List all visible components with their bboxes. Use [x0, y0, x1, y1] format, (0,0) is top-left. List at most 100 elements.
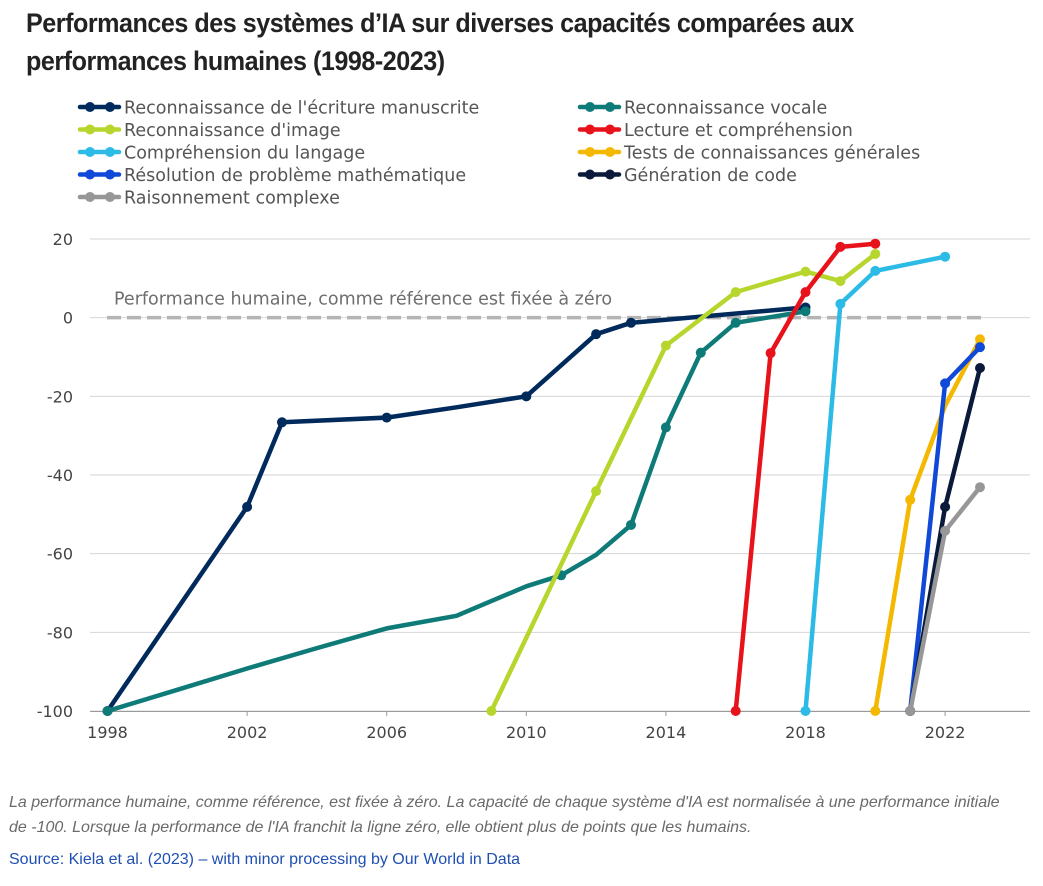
series-line	[105, 305, 808, 714]
data-point	[486, 706, 497, 716]
legend-label: Reconnaissance de l'écriture manuscrite	[124, 99, 479, 119]
series	[730, 238, 881, 716]
legend-marker	[585, 169, 595, 180]
chart-title-line-1: Performances des systèmes d’IA sur diver…	[26, 8, 854, 38]
legend-marker	[85, 192, 95, 202]
series	[102, 302, 811, 716]
data-point	[835, 276, 846, 287]
legend-item: Reconnaissance d'image	[77, 121, 341, 141]
x-tick-label: 2010	[506, 723, 547, 742]
data-point	[975, 482, 985, 493]
data-point	[870, 248, 881, 259]
series	[102, 306, 811, 716]
x-tick-label: 2006	[366, 723, 407, 742]
data-point	[940, 251, 951, 262]
legend-label: Résolution de problème mathématique	[124, 166, 466, 186]
legend-marker	[105, 169, 115, 180]
data-point	[800, 306, 811, 317]
series-line	[489, 251, 878, 714]
legend-item: Génération de code	[577, 166, 797, 186]
legend-marker	[85, 147, 95, 157]
legend-marker	[605, 169, 615, 180]
legend-marker	[85, 102, 95, 112]
legend-item: Compréhension du langage	[77, 144, 365, 164]
legend-marker	[585, 102, 595, 112]
legend-item: Résolution de problème mathématique	[77, 166, 466, 186]
series	[905, 482, 985, 716]
y-axis-ticks: -100 -80 -60 -40 -20 0 20	[37, 230, 73, 721]
legend-marker	[605, 147, 615, 157]
data-point	[730, 706, 741, 716]
x-tick-label: 2022	[925, 723, 966, 742]
data-point	[277, 417, 287, 428]
legend-marker	[85, 169, 95, 180]
chart-footnote-line-2: de -100. Lorsque la performance de l'IA …	[9, 819, 752, 836]
data-point	[870, 265, 881, 276]
x-tick-label: 2018	[785, 723, 826, 742]
data-point	[940, 378, 951, 389]
data-point	[905, 706, 916, 716]
data-point	[835, 241, 846, 252]
data-point	[626, 317, 636, 328]
data-point	[800, 266, 811, 277]
data-point	[975, 334, 985, 345]
series-line	[873, 337, 983, 714]
data-point	[730, 317, 741, 328]
data-point	[730, 287, 741, 298]
legend-marker	[585, 147, 595, 157]
legend-label: Lecture et compréhension	[624, 121, 853, 141]
legend-label: Génération de code	[624, 166, 797, 186]
chart-legend: Reconnaissance de l'écriture manuscrite R…	[77, 99, 920, 209]
y-tick-label: -80	[47, 623, 73, 642]
legend-item: Lecture et compréhension	[577, 121, 853, 141]
data-point	[102, 706, 113, 716]
reference-line-label: Performance humaine, comme référence est…	[114, 290, 612, 310]
y-tick-label: -20	[47, 387, 73, 406]
data-point	[695, 347, 706, 358]
chart-title-line-2: performances humaines (1998-2023)	[26, 46, 445, 76]
legend-marker	[605, 102, 615, 112]
chart-footnote-line-1: La performance humaine, comme référence,…	[9, 794, 1000, 811]
legend-marker	[105, 102, 115, 112]
legend-item: Tests de connaissances générales	[577, 144, 920, 164]
data-point	[660, 422, 671, 433]
data-point	[905, 494, 916, 505]
chart-series	[102, 238, 985, 716]
legend-item: Reconnaissance de l'écriture manuscrite	[77, 99, 479, 119]
data-point	[381, 412, 392, 423]
data-point	[660, 340, 671, 351]
y-tick-label: 0	[63, 309, 73, 328]
legend-label: Reconnaissance vocale	[624, 99, 827, 119]
data-point	[626, 519, 636, 530]
data-point	[591, 329, 602, 340]
data-point	[242, 501, 253, 512]
data-point	[870, 238, 881, 249]
legend-marker	[605, 124, 615, 135]
data-point	[591, 486, 602, 497]
series-line	[803, 254, 948, 714]
legend-marker	[105, 192, 115, 202]
y-tick-label: -100	[37, 702, 73, 721]
data-point	[800, 706, 811, 716]
legend-label: Reconnaissance d'image	[124, 121, 341, 141]
data-point	[521, 391, 532, 402]
legend-label: Tests de connaissances générales	[623, 144, 920, 164]
x-tick-label: 1998	[87, 723, 128, 742]
data-point	[870, 706, 881, 716]
chart-title: Performances des systèmes d’IA sur diver…	[26, 4, 956, 80]
data-point	[765, 348, 776, 359]
data-point	[940, 525, 951, 536]
legend-item: Reconnaissance vocale	[577, 99, 827, 119]
y-tick-label: -60	[47, 545, 73, 564]
series	[486, 248, 881, 716]
x-axis-ticks: 1998 2002 2006 2010 2014 2018 2022	[87, 711, 965, 742]
data-point	[940, 501, 951, 512]
data-point	[975, 342, 985, 353]
x-tick-label: 2014	[646, 723, 687, 742]
chart-source: Source: Kiela et al. (2023) – with minor…	[9, 851, 521, 868]
data-point	[975, 363, 985, 374]
x-tick-label: 2002	[227, 723, 268, 742]
legend-marker	[585, 124, 595, 135]
legend-marker	[105, 124, 115, 135]
